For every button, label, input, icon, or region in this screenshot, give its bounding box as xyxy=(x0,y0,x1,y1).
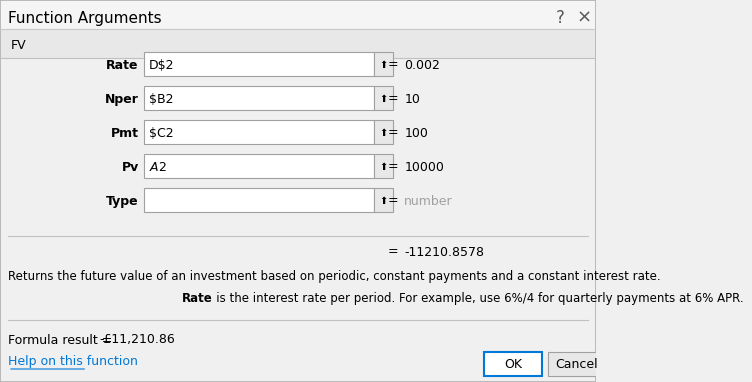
Bar xyxy=(1,1,596,29)
Bar xyxy=(374,154,393,178)
Text: $B2: $B2 xyxy=(149,92,174,105)
Text: ×: × xyxy=(577,9,592,27)
Text: Pv: Pv xyxy=(122,160,139,173)
Bar xyxy=(548,352,605,376)
Text: =: = xyxy=(387,160,398,173)
Bar xyxy=(144,86,374,110)
Text: $A$2: $A$2 xyxy=(149,160,167,173)
Text: Formula result =: Formula result = xyxy=(8,333,112,346)
Text: Rate: Rate xyxy=(106,58,139,71)
Bar xyxy=(144,52,374,76)
Text: D$2: D$2 xyxy=(149,58,174,71)
Text: ⬆: ⬆ xyxy=(380,60,388,70)
Text: Pmt: Pmt xyxy=(111,126,139,139)
Bar xyxy=(374,120,393,144)
Text: Returns the future value of an investment based on periodic, constant payments a: Returns the future value of an investmen… xyxy=(8,270,660,283)
Text: Cancel: Cancel xyxy=(555,358,598,371)
Text: 10: 10 xyxy=(405,92,420,105)
Text: ⬆: ⬆ xyxy=(380,94,388,104)
Text: 10000: 10000 xyxy=(405,160,444,173)
Text: Help on this function: Help on this function xyxy=(8,356,138,369)
Bar xyxy=(484,352,541,376)
Bar xyxy=(374,188,393,212)
Text: =: = xyxy=(387,92,398,105)
Text: =: = xyxy=(387,58,398,71)
Text: ⬆: ⬆ xyxy=(380,196,388,206)
Bar xyxy=(374,86,393,110)
Text: Nper: Nper xyxy=(105,92,139,105)
Bar xyxy=(144,154,374,178)
Text: ⬆: ⬆ xyxy=(380,128,388,138)
Text: 0.002: 0.002 xyxy=(405,58,440,71)
Text: Type: Type xyxy=(106,194,139,207)
Text: Function Arguments: Function Arguments xyxy=(8,10,162,26)
Text: -11210.8578: -11210.8578 xyxy=(405,246,484,259)
Text: =: = xyxy=(387,194,398,207)
Text: -£11,210.86: -£11,210.86 xyxy=(99,333,175,346)
Text: is the interest rate per period. For example, use 6%/4 for quarterly payments at: is the interest rate per period. For exa… xyxy=(205,292,743,305)
Text: FV: FV xyxy=(11,39,27,52)
Text: =: = xyxy=(387,246,398,259)
Bar xyxy=(1,30,596,58)
Text: OK: OK xyxy=(504,358,522,371)
Text: ⬆: ⬆ xyxy=(380,162,388,172)
Bar xyxy=(374,52,393,76)
Bar xyxy=(144,120,374,144)
Text: ?: ? xyxy=(555,9,564,27)
Text: Rate: Rate xyxy=(182,292,213,305)
Text: =: = xyxy=(387,126,398,139)
Text: 100: 100 xyxy=(405,126,428,139)
Text: $C2: $C2 xyxy=(149,126,174,139)
Text: number: number xyxy=(405,194,453,207)
Bar xyxy=(144,188,374,212)
